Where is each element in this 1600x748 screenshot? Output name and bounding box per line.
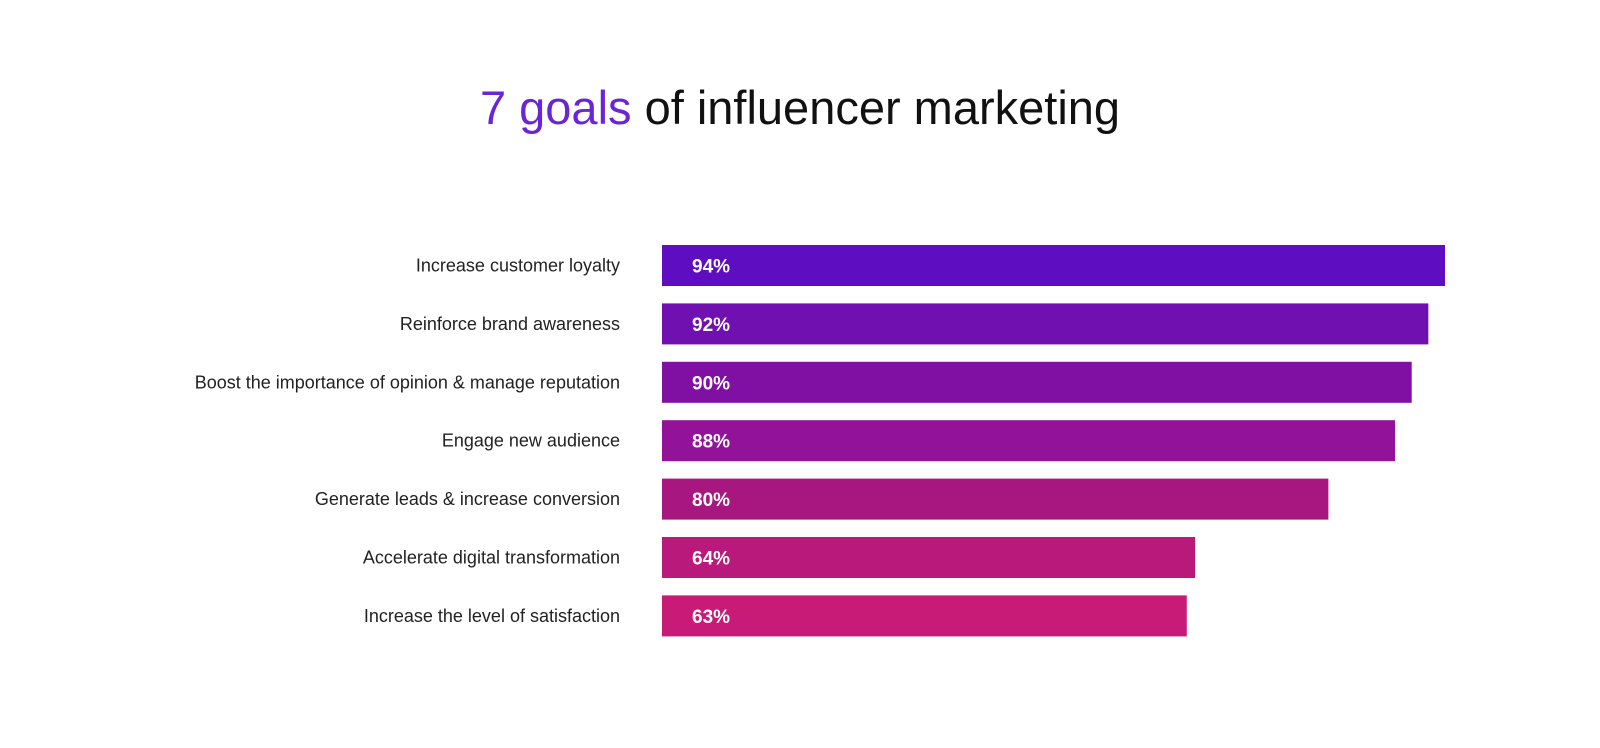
value-label-4: 88% (692, 432, 730, 453)
chart-title: 7 goals of influencer marketing (0, 80, 1600, 136)
category-label-1: Increase customer loyalty (416, 256, 620, 276)
category-label-3: Boost the importance of opinion & manage… (195, 372, 620, 392)
bar-1 (662, 245, 1445, 286)
value-label-1: 94% (692, 257, 730, 278)
bar-7 (662, 595, 1187, 637)
value-label-6: 64% (692, 549, 730, 570)
value-label-5: 80% (692, 490, 730, 511)
category-label-7: Increase the level of satisfaction (364, 606, 620, 626)
bar-5 (662, 478, 1329, 520)
category-label-4: Engage new audience (442, 431, 620, 451)
chart-title-rest: of influencer marketing (631, 81, 1121, 134)
value-label-7: 63% (692, 607, 730, 628)
bar-6 (662, 537, 1196, 578)
chart-title-accent: 7 goals (479, 81, 632, 134)
bar-3 (662, 361, 1412, 403)
bar-4 (662, 420, 1396, 462)
value-label-2: 92% (692, 315, 730, 336)
category-label-5: Generate leads & increase conversion (315, 489, 620, 509)
category-label-2: Reinforce brand awareness (400, 314, 620, 334)
bar-2 (662, 303, 1429, 345)
category-label-6: Accelerate digital transformation (363, 548, 620, 568)
value-label-3: 90% (692, 373, 730, 394)
